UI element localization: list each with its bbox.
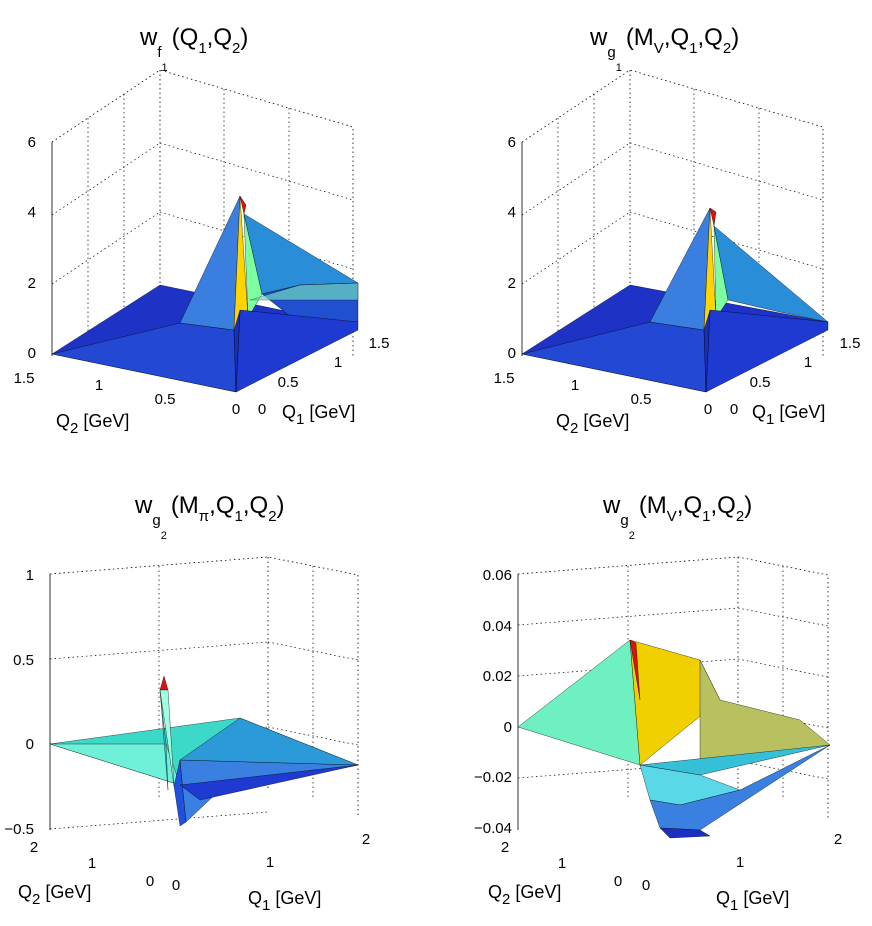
y-axis-label: Q2 [GeV] — [488, 882, 561, 908]
x-axis-label: Q1 [GeV] — [752, 402, 825, 428]
axes-box — [521, 69, 824, 356]
svg-text:1: 1 — [558, 855, 566, 872]
svg-text:0.04: 0.04 — [483, 618, 512, 635]
panel-wg2-mpi: wg2(Mπ,Q1,Q2) 1 0.5 0 — [4, 492, 370, 914]
svg-text:0: 0 — [614, 873, 622, 890]
q1-tick-labels: 0 0.5 1 1.5 — [258, 335, 390, 418]
svg-text:0: 0 — [28, 345, 36, 362]
svg-text:1: 1 — [334, 354, 342, 371]
svg-text:2: 2 — [362, 831, 370, 848]
svg-text:0: 0 — [642, 877, 650, 894]
z-tick-labels: 6 4 2 0 — [28, 134, 36, 362]
x-axis-label: Q1 [GeV] — [716, 888, 789, 914]
x-axis-label: Q1 [GeV] — [282, 402, 355, 428]
q1-tick-labels: 0 1 2 — [172, 831, 370, 894]
svg-text:1: 1 — [804, 354, 812, 371]
svg-text:−0.02: −0.02 — [474, 769, 512, 786]
svg-text:0.5: 0.5 — [278, 374, 299, 391]
svg-text:0.5: 0.5 — [750, 374, 771, 391]
svg-text:6: 6 — [28, 134, 36, 151]
y-axis-label: Q2 [GeV] — [18, 882, 91, 908]
svg-text:1: 1 — [571, 377, 579, 394]
svg-text:−0.5: −0.5 — [4, 821, 34, 838]
q2-tick-labels: 2 1 0 — [501, 839, 622, 890]
svg-text:1.5: 1.5 — [840, 335, 861, 352]
panel-wg1: wg1(MV,Q1,Q2) 6 4 — [494, 24, 861, 437]
svg-text:0: 0 — [258, 401, 266, 418]
q1-tick-labels: 0 1 2 — [642, 831, 842, 894]
surface-wf1 — [51, 195, 359, 393]
svg-text:1: 1 — [736, 854, 744, 871]
svg-text:2: 2 — [501, 839, 509, 856]
surface-wg2-mv — [517, 639, 831, 839]
svg-text:2: 2 — [30, 839, 38, 856]
panel-title: wg2(MV,Q1,Q2) — [602, 492, 752, 542]
panel-title: wg1(MV,Q1,Q2) — [589, 24, 739, 74]
z-tick-labels: 0.06 0.04 0.02 0 −0.02 −0.04 — [474, 567, 512, 837]
svg-text:1: 1 — [88, 855, 96, 872]
svg-text:0: 0 — [172, 877, 180, 894]
svg-text:6: 6 — [508, 134, 516, 151]
q2-tick-labels: 1.5 1 0.5 0 — [14, 370, 241, 418]
surface-wg1 — [521, 207, 829, 393]
svg-text:1: 1 — [95, 377, 103, 394]
svg-text:2: 2 — [28, 275, 36, 292]
svg-text:4: 4 — [508, 204, 516, 221]
z-tick-labels: 6 4 2 0 — [508, 134, 516, 362]
svg-text:0: 0 — [26, 736, 34, 753]
svg-text:4: 4 — [28, 204, 36, 221]
svg-text:0: 0 — [232, 401, 240, 418]
svg-text:1.5: 1.5 — [369, 335, 390, 352]
axes-box — [51, 69, 354, 356]
svg-text:0.5: 0.5 — [631, 391, 652, 408]
svg-text:1.5: 1.5 — [14, 370, 35, 387]
q1-tick-labels: 0 0.5 1 1.5 — [730, 335, 861, 418]
panel-title: wf1(Q1,Q2) — [139, 24, 248, 74]
svg-text:0: 0 — [146, 873, 154, 890]
svg-text:1: 1 — [26, 567, 34, 584]
svg-text:−0.04: −0.04 — [474, 820, 512, 837]
svg-text:0: 0 — [504, 719, 512, 736]
panel-wf1: wf1(Q1,Q2) 6 — [14, 24, 390, 437]
svg-text:0.06: 0.06 — [483, 567, 512, 584]
z-tick-labels: 1 0.5 0 −0.5 — [4, 567, 34, 838]
svg-text:1: 1 — [266, 854, 274, 871]
svg-text:1.5: 1.5 — [494, 370, 515, 387]
panel-title: wg2(Mπ,Q1,Q2) — [134, 492, 285, 542]
y-axis-label: Q2 [GeV] — [56, 411, 129, 437]
x-axis-label: Q1 [GeV] — [248, 888, 321, 914]
surface-wg2-mpi — [49, 675, 359, 827]
svg-text:0: 0 — [508, 345, 516, 362]
q2-tick-labels: 1.5 1 0.5 0 — [494, 370, 713, 418]
svg-text:0.5: 0.5 — [155, 391, 176, 408]
svg-text:0: 0 — [730, 401, 738, 418]
svg-text:0.02: 0.02 — [483, 668, 512, 685]
panel-wg2-mv: wg2(MV,Q1,Q2) 0.06 — [474, 492, 842, 914]
svg-text:0: 0 — [704, 401, 712, 418]
y-axis-label: Q2 [GeV] — [556, 411, 629, 437]
q2-tick-labels: 2 1 0 — [30, 839, 154, 890]
svg-text:0.5: 0.5 — [13, 652, 34, 669]
svg-text:2: 2 — [834, 831, 842, 848]
svg-text:2: 2 — [508, 275, 516, 292]
